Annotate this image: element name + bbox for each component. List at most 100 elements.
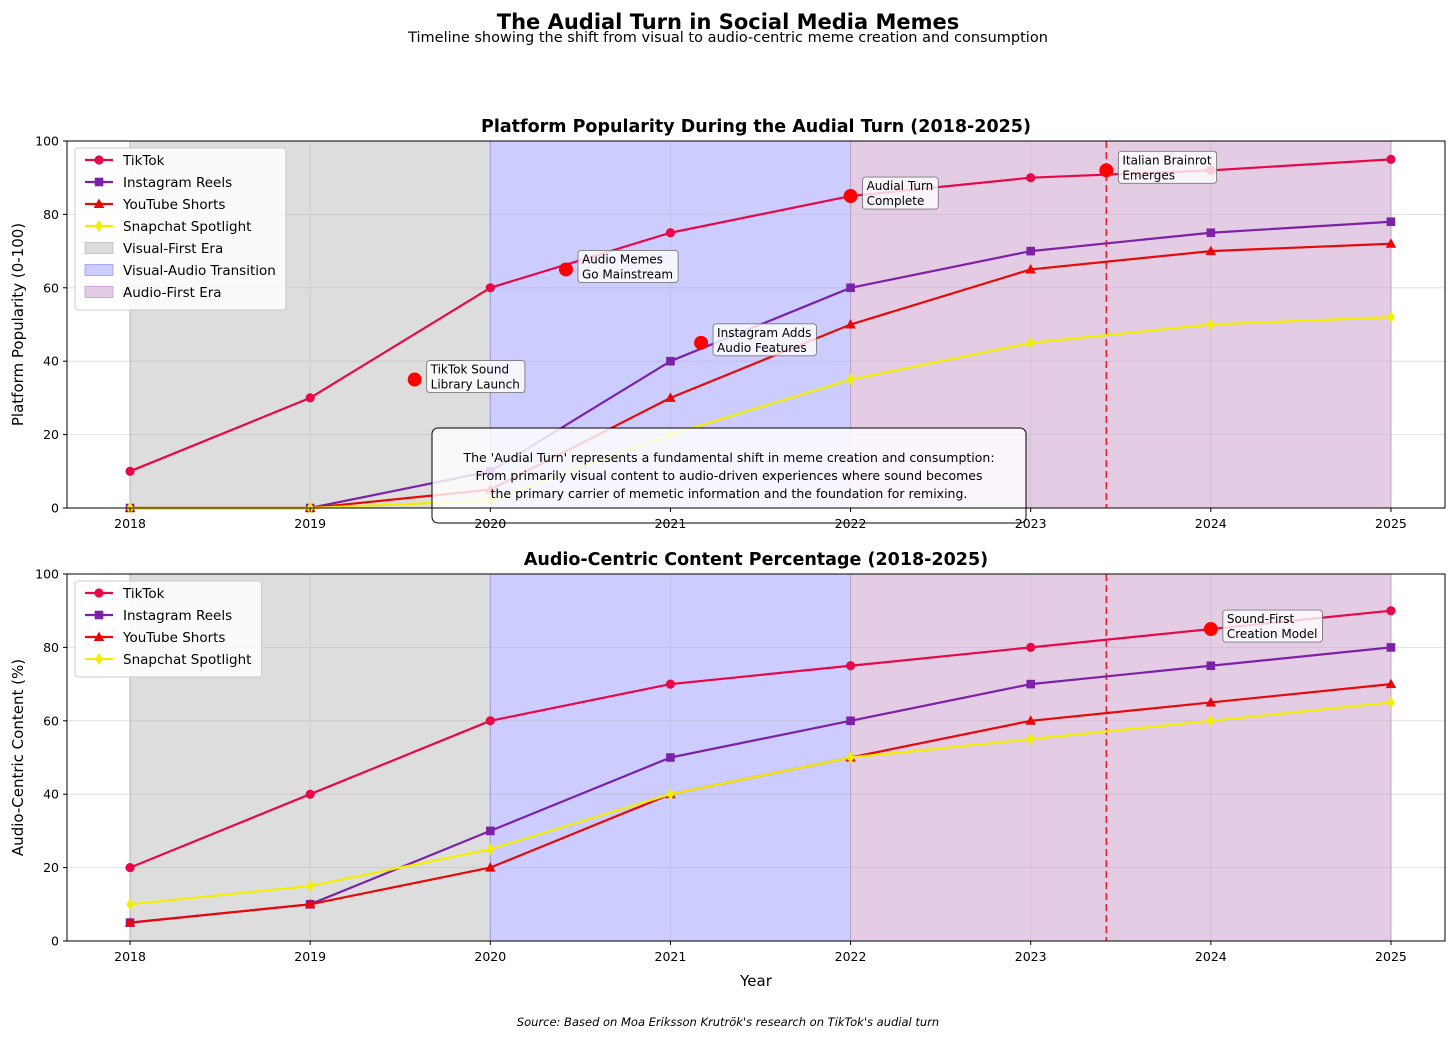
legend-box <box>74 580 262 678</box>
legend: TikTok Instagram Reels YouTube Shorts Snapc… <box>74 580 262 678</box>
figure-title: The Audial Turn in Social Media Memes <box>497 10 959 34</box>
audial-turn-note: the primary carrier of memetic informati… <box>491 486 968 501</box>
data-point-snapchat-spotlight <box>666 788 675 801</box>
x-tick-label: 2025 <box>1375 949 1407 964</box>
event-marker <box>558 262 573 277</box>
legend-label-snapchat-spotlight: Snapchat Spotlight <box>123 219 251 235</box>
event-label: Italian Brainrot <box>1122 153 1212 167</box>
y-tick-label: 0 <box>51 501 59 516</box>
x-tick-label: 2018 <box>114 516 146 531</box>
event-label-box <box>426 360 526 393</box>
data-point-youtube-shorts <box>485 862 496 872</box>
source-note: Source: Based on Moa Eriksson Krutrök's … <box>517 1015 939 1029</box>
event-marker <box>1203 622 1218 637</box>
data-point-instagram-reels <box>1206 228 1216 238</box>
y-tick-label: 100 <box>35 134 59 149</box>
data-point-tiktok <box>1026 642 1036 653</box>
event-label: Audial Turn <box>867 179 934 193</box>
x-tick-label: 2025 <box>1375 516 1407 531</box>
legend-marker-instagram-reels <box>94 610 104 620</box>
event-label-box <box>862 176 939 210</box>
x-tick-label: 2019 <box>294 516 326 531</box>
data-point-tiktok <box>1386 606 1396 616</box>
legend-marker-snapchat-spotlight <box>95 220 103 232</box>
axes-frame <box>66 140 1446 509</box>
data-point-tiktok <box>1386 154 1396 164</box>
data-point-instagram-reels <box>666 753 675 762</box>
data-point-snapchat-spotlight <box>846 373 855 386</box>
x-axis-label: Year <box>739 972 773 990</box>
event-marker <box>407 372 422 387</box>
data-point-snapchat-spotlight <box>126 898 134 911</box>
data-point-tiktok <box>1026 173 1036 183</box>
event-label-box <box>712 323 817 357</box>
y-axis-label: Platform Popularity (0-100) <box>9 223 27 426</box>
data-point-instagram-reels <box>1386 217 1396 227</box>
data-point-snapchat-spotlight <box>1026 336 1035 349</box>
legend-patch-audio-first-era <box>84 286 114 298</box>
data-point-tiktok <box>125 466 135 476</box>
x-tick-label: 2018 <box>114 949 146 964</box>
legend-patch-visual-first-era <box>84 242 114 254</box>
legend-marker-tiktok <box>94 588 104 598</box>
legend-label-visual-audio-transition: Visual-Audio Transition <box>123 263 276 279</box>
event-label: Complete <box>867 194 925 208</box>
x-tick-label: 2023 <box>1015 516 1047 531</box>
data-point-snapchat-spotlight <box>1207 714 1215 727</box>
event-label: Library Launch <box>431 378 520 392</box>
series-line-snapchat-spotlight <box>130 316 1392 510</box>
data-point-instagram-reels <box>486 826 495 836</box>
event-label: Audio Features <box>717 341 807 355</box>
data-point-snapchat-spotlight <box>1207 318 1215 331</box>
legend-marker-snapchat-spotlight <box>95 653 103 665</box>
legend-label-audio-first-era: Audio-First Era <box>123 285 222 301</box>
data-point-tiktok <box>665 679 676 689</box>
data-point-tiktok <box>305 789 315 799</box>
data-point-instagram-reels <box>666 356 675 366</box>
data-point-tiktok <box>845 661 856 671</box>
audial-turn-note: The 'Audial Turn' represents a fundament… <box>462 450 994 465</box>
data-point-youtube-shorts <box>1385 238 1397 248</box>
data-point-tiktok <box>485 716 495 726</box>
event-marker <box>694 335 709 350</box>
y-tick-label: 80 <box>43 207 59 222</box>
data-point-snapchat-spotlight <box>486 843 495 856</box>
x-tick-label: 2021 <box>655 949 687 964</box>
data-point-youtube-shorts <box>845 319 856 329</box>
y-tick-label: 60 <box>43 280 59 295</box>
data-point-tiktok <box>305 393 315 403</box>
legend-label-instagram-reels: Instagram Reels <box>123 608 232 624</box>
chart-title: Audio-Centric Content Percentage (2018-2… <box>524 550 988 570</box>
y-tick-label: 80 <box>43 640 59 655</box>
y-tick-label: 0 <box>51 934 59 949</box>
series-line-snapchat-spotlight <box>129 701 1392 906</box>
y-axis-label: Audio-Centric Content (%) <box>9 659 27 856</box>
event-label: Instagram Adds <box>717 326 811 340</box>
data-point-snapchat-spotlight <box>846 751 855 764</box>
event-label: Audio Memes <box>582 252 663 266</box>
data-point-snapchat-spotlight <box>1026 733 1035 746</box>
data-point-instagram-reels <box>846 283 855 293</box>
event-label-box <box>1117 150 1218 184</box>
legend-label-tiktok: TikTok <box>122 153 165 169</box>
y-tick-label: 100 <box>35 567 59 582</box>
legend-marker-instagram-reels <box>94 177 104 187</box>
x-tick-label: 2019 <box>294 949 326 964</box>
x-tick-label: 2020 <box>474 516 506 531</box>
legend: TikTok Instagram Reels YouTube Shorts Snapc… <box>74 147 287 311</box>
x-tick-label: 2022 <box>835 516 867 531</box>
data-point-youtube-shorts <box>124 917 136 927</box>
x-tick-label: 2022 <box>835 949 867 964</box>
series-line-tiktok <box>129 609 1392 869</box>
x-tick-label: 2023 <box>1015 949 1047 964</box>
data-point-snapchat-spotlight <box>306 879 314 892</box>
data-point-tiktok <box>125 863 135 873</box>
legend-marker-youtube-shorts <box>93 631 105 641</box>
axes-frame <box>66 573 1446 942</box>
data-point-instagram-reels <box>846 716 855 726</box>
data-point-snapchat-spotlight <box>1387 696 1395 709</box>
x-tick-label: 2024 <box>1195 516 1227 531</box>
legend-box <box>74 147 287 311</box>
data-point-tiktok <box>485 283 495 293</box>
